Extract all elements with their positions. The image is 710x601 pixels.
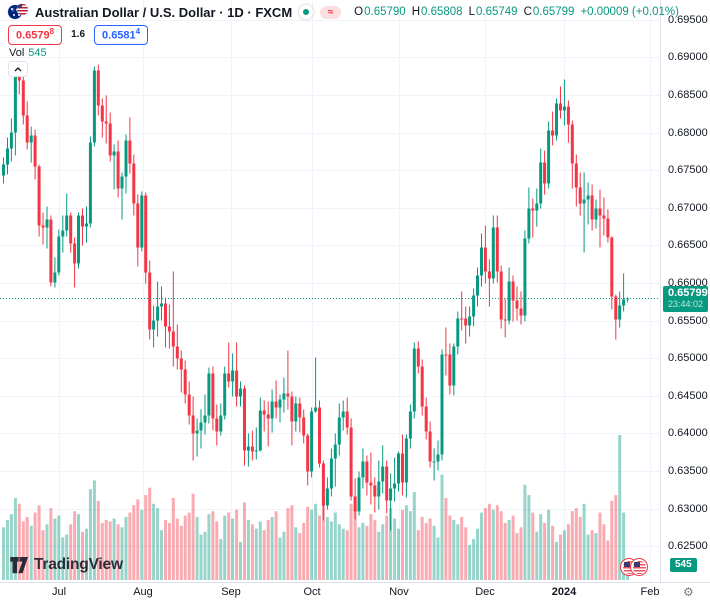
tradingview-logo[interactable]: TradingView (10, 556, 123, 574)
time-axis-tick: 2024 (551, 586, 577, 598)
price-axis-label: 0.68000 (668, 127, 708, 139)
volume-bars (2, 435, 630, 580)
time-axis-tick: Sep (221, 586, 241, 598)
spread-value: 1.6 (71, 29, 86, 41)
time-axis-tick: Feb (640, 586, 660, 598)
ohlc-values: O0.65790 H0.65808 L0.65749 C0.65799 +0.0… (354, 6, 679, 18)
price-axis-label: 0.66500 (668, 239, 708, 251)
price-axis-label: 0.63000 (668, 503, 708, 515)
bid-ask-row: 0.65798 1.6 0.65814 (8, 25, 149, 45)
currency-pair-flags-icon (8, 4, 28, 20)
gear-icon[interactable]: ⚙ (683, 585, 694, 599)
time-axis-tick: Aug (133, 586, 153, 598)
price-axis-label: 0.64500 (668, 390, 708, 402)
close-label: C (523, 6, 532, 18)
high-value: 0.65808 (421, 6, 463, 18)
symbol-title[interactable]: Australian Dollar / U.S. Dollar · 1D · F… (35, 4, 293, 20)
low-value: 0.65749 (475, 6, 518, 18)
price-axis-label: 0.67500 (668, 164, 708, 176)
sell-bid-button[interactable]: 0.65798 (8, 25, 63, 45)
bid-pip-sup: 8 (49, 27, 55, 36)
low-label: L (468, 6, 475, 18)
last-price-badge: 0.65799 23:44:02 (663, 285, 708, 312)
price-axis-label: 0.65500 (668, 315, 708, 327)
price-axis-label: 0.62500 (668, 540, 708, 552)
time-axis-tick: Nov (389, 586, 409, 598)
candles (2, 63, 630, 531)
price-axis-label: 0.69000 (668, 51, 708, 63)
price-chart-pane[interactable] (0, 0, 660, 582)
price-axis-label: 0.63500 (668, 465, 708, 477)
time-axis[interactable]: Jul Aug Sep Oct Nov Dec 2024 Feb ⚙ (0, 582, 710, 601)
green-dot-icon (303, 9, 310, 15)
price-axis-label: 0.69500 (668, 14, 708, 26)
time-axis-tick: Dec (475, 586, 495, 598)
volume-value: 545 (28, 47, 47, 59)
time-axis-tick: Oct (303, 586, 321, 598)
price-axis-label: 0.68500 (668, 89, 708, 101)
volume-label: Vol (9, 47, 25, 59)
legend-collapse-button[interactable] (8, 61, 28, 77)
ask-pip-sup: 4 (135, 27, 141, 36)
chevron-up-icon (14, 66, 22, 71)
high-label: H (411, 6, 420, 18)
close-value: 0.65799 (532, 6, 575, 18)
open-label: O (354, 6, 364, 18)
market-open-icon[interactable] (299, 5, 314, 19)
tradingview-wordmark: TradingView (34, 556, 123, 573)
volume-axis-badge: 545 (670, 558, 697, 573)
time-axis-tick: Jul (51, 586, 67, 598)
event-flag-icon (630, 558, 648, 576)
buy-ask-button[interactable]: 0.65814 (94, 25, 149, 45)
candlestick-chart[interactable] (0, 0, 660, 582)
price-axis-label: 0.67000 (668, 202, 708, 214)
tradingview-mark-icon (10, 556, 28, 573)
us-flag-icon (17, 4, 28, 15)
price-axis-label: 0.65000 (668, 352, 708, 364)
price-axis-label: 0.64000 (668, 427, 708, 439)
open-value: 0.65790 (364, 6, 406, 18)
last-price-value: 0.65799 (668, 286, 708, 299)
economic-event-marker[interactable] (620, 558, 654, 578)
data-mode-icon[interactable]: ≈ (320, 5, 342, 19)
price-axis[interactable]: 0.69500 0.69000 0.68500 0.68000 0.67500 0.670… (660, 0, 710, 582)
chart-legend: Australian Dollar / U.S. Dollar · 1D · F… (8, 4, 679, 20)
bar-countdown: 23:44:02 (668, 298, 704, 309)
volume-legend: Vol 545 (9, 47, 47, 59)
change-value: +0.00009 (+0.01%) (580, 6, 679, 18)
